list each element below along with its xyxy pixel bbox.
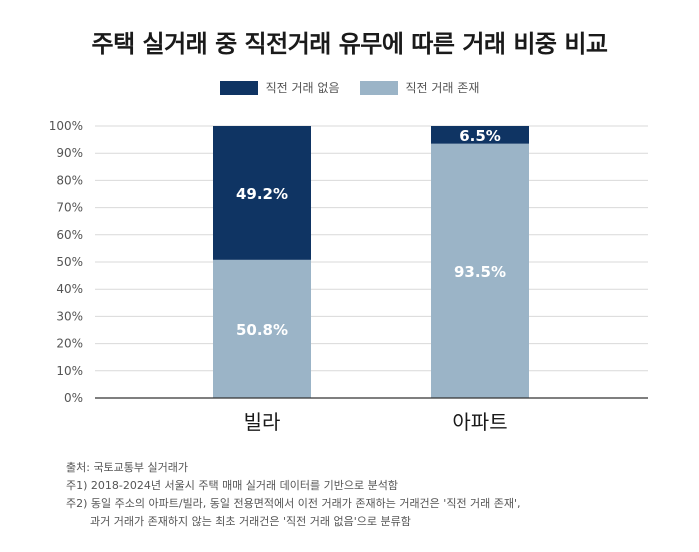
x-category-label: 아파트 <box>452 410 507 434</box>
y-tick-label: 100% <box>49 119 83 133</box>
legend-item-prior: 직전 거래 존재 <box>359 79 480 96</box>
data-label: 93.5% <box>454 263 506 281</box>
legend: 직전 거래 없음 직전 거래 존재 <box>0 79 699 96</box>
bar-segment <box>213 259 311 398</box>
y-tick-label: 90% <box>56 146 83 160</box>
y-tick-label: 30% <box>56 309 83 323</box>
source-note: 출처: 국토교통부 실거래가 <box>66 461 189 474</box>
x-category-label: 빌라 <box>244 410 281 434</box>
legend-swatch-no-prior <box>219 80 258 95</box>
y-tick-label: 60% <box>56 228 83 242</box>
y-tick-label: 70% <box>56 201 83 215</box>
data-label: 49.2% <box>236 185 288 203</box>
y-tick-label: 0% <box>64 391 83 405</box>
data-label: 6.5% <box>459 127 501 145</box>
legend-item-no-prior: 직전 거래 없음 <box>219 79 340 96</box>
footnote-1: 주1) 2018-2024년 서울시 주택 매매 실거래 데이터를 기반으로 분… <box>66 479 398 492</box>
y-tick-label: 80% <box>56 173 83 187</box>
y-tick-label: 50% <box>56 255 83 269</box>
footnotes: 출처: 국토교통부 실거래가 주1) 2018-2024년 서울시 주택 매매 … <box>66 459 686 531</box>
footnote-2b: 과거 거래가 존재하지 않는 최초 거래건은 '직전 거래 없음'으로 분류함 <box>90 515 411 528</box>
y-tick-label: 40% <box>56 282 83 296</box>
legend-label-prior: 직전 거래 존재 <box>405 81 480 95</box>
bar-segment <box>213 126 311 260</box>
chart-title: 주택 실거래 중 직전거래 유무에 따른 거래 비중 비교 <box>91 30 608 58</box>
bar-segment <box>431 126 529 144</box>
bar-segment <box>431 143 529 398</box>
data-label: 50.8% <box>236 321 288 339</box>
y-tick-label: 20% <box>56 337 83 351</box>
footnote-2a: 주2) 동일 주소의 아파트/빌라, 동일 전용면적에서 이전 거래가 존재하는… <box>66 497 521 510</box>
y-tick-label: 10% <box>56 364 83 378</box>
legend-label-no-prior: 직전 거래 없음 <box>265 81 340 95</box>
legend-swatch-prior <box>359 80 398 95</box>
